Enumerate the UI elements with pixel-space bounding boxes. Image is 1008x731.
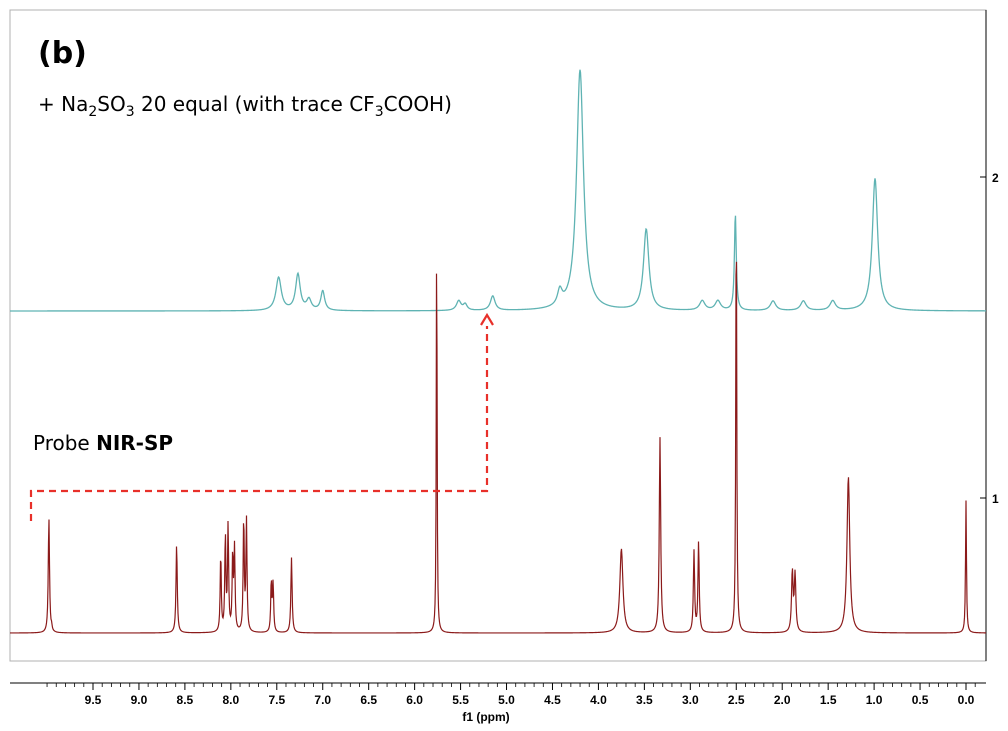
x-tick-label: 8.0 [222,693,239,707]
condition-label: + Na2SO3 20 equal (with trace CF3COOH) [38,92,452,120]
x-tick-label: 3.5 [636,693,653,707]
x-tick-label: 7.5 [268,693,285,707]
x-axis-title: f1 (ppm) [462,710,509,724]
panel-label: (b) [38,36,87,71]
x-tick-label: 3.0 [682,693,699,707]
trace-na2so3 [10,69,986,312]
x-tick-label: 0.0 [958,693,975,707]
trace-probe-nir-sp [10,261,987,634]
x-tick-label: 0.5 [912,693,929,707]
x-tick-label: 6.5 [360,693,377,707]
x-tick-label: 5.0 [498,693,515,707]
x-tick-label: 4.5 [544,693,561,707]
right-axis-label-1: 1 [992,492,999,506]
x-axis: 9.5 9.0 8.5 8.0 7.5 7.0 6.5 6.0 5.5 5.0 4.5 4.0 3.5 3… [10,682,986,707]
x-tick-label: 4.0 [590,693,607,707]
correlation-arrow-line [29,326,489,521]
x-tick-label: 5.5 [452,693,469,707]
x-tick-label: 6.0 [406,693,423,707]
x-tick-label: 2.5 [728,693,745,707]
x-tick-label: 8.5 [177,693,194,707]
x-tick-label: 9.5 [85,693,102,707]
correlation-arrowhead [480,312,494,326]
x-tick-label: 2.0 [774,693,791,707]
x-tick-label: 1.0 [866,693,883,707]
x-tick-label: 9.0 [131,693,148,707]
x-tick-label: 1.5 [820,693,837,707]
right-axis-label-2: 2 [992,171,999,185]
x-tick-label: 7.0 [314,693,331,707]
probe-label: Probe NIR-SP [33,431,173,455]
